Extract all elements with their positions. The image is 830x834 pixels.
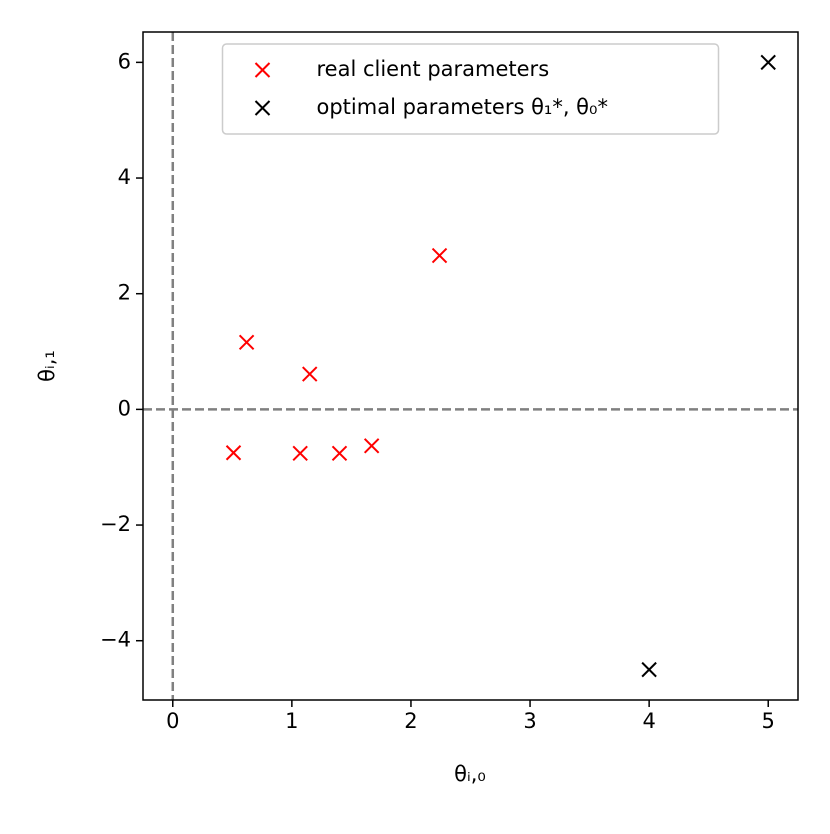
legend-marker <box>254 100 271 116</box>
y-axis-label: θᵢ,₁ <box>35 350 59 382</box>
marker <box>225 445 242 461</box>
y-tick-label: 0 <box>118 396 131 420</box>
marker <box>238 334 255 350</box>
x-tick-label: 4 <box>642 709 655 733</box>
legend-label: optimal parameters θ₁*, θ₀* <box>317 95 608 119</box>
marker <box>431 247 448 264</box>
marker <box>292 445 308 462</box>
x-axis-label: θᵢ,₀ <box>454 762 486 786</box>
y-tick-label: 6 <box>118 49 131 73</box>
marker <box>331 445 348 462</box>
legend-marker <box>254 62 271 78</box>
x-tick-label: 3 <box>523 709 536 733</box>
x-tick-label: 0 <box>166 709 179 733</box>
plot-frame <box>142 31 799 701</box>
x-tick-label: 1 <box>285 709 298 733</box>
marker <box>641 661 657 678</box>
legend-label: real client parameters <box>317 57 550 81</box>
y-tick-label: −2 <box>100 512 131 536</box>
legend-box <box>221 43 720 135</box>
marker <box>363 438 380 454</box>
marker <box>760 54 776 71</box>
x-tick-label: 5 <box>762 709 775 733</box>
y-tick-label: 2 <box>118 281 131 305</box>
marker <box>302 366 318 382</box>
x-tick-label: 2 <box>404 709 417 733</box>
y-tick-label: −4 <box>100 628 131 652</box>
y-tick-label: 4 <box>118 165 131 189</box>
